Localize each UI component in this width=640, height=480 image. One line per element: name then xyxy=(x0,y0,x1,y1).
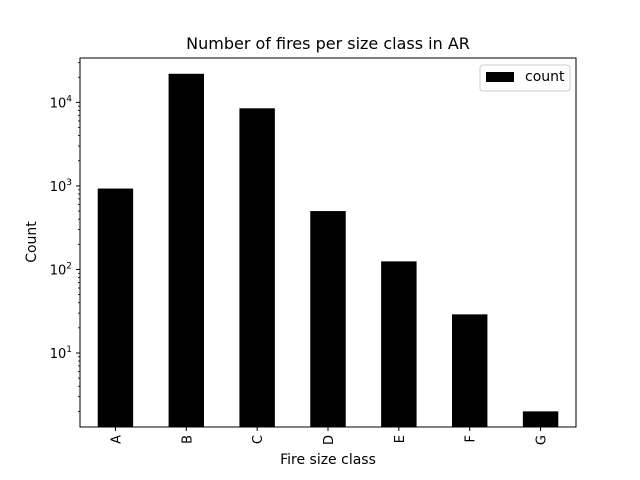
x-axis-label: Fire size class xyxy=(280,452,376,468)
y-axis: 101 102 103 104 xyxy=(50,62,80,412)
x-tick-label-b: B xyxy=(180,435,195,444)
bar-d xyxy=(310,211,346,427)
x-axis: A B C D E F G xyxy=(109,427,550,445)
chart-title: Number of fires per size class in AR xyxy=(186,34,470,53)
x-tick-label-c: C xyxy=(251,435,266,444)
plot-frame xyxy=(79,57,577,428)
legend-label: count xyxy=(525,69,565,85)
x-tick-label-a: A xyxy=(109,435,124,444)
x-tick-label-e: E xyxy=(393,435,408,443)
bars xyxy=(97,73,559,428)
bar-b xyxy=(168,73,204,428)
bar-g xyxy=(522,411,559,427)
bar-f xyxy=(452,314,488,427)
bar-a xyxy=(97,188,134,427)
legend-swatch xyxy=(486,72,514,82)
bar-c xyxy=(239,108,275,427)
x-tick-label-g: G xyxy=(535,435,550,445)
legend-box xyxy=(479,64,571,92)
bar-e xyxy=(381,261,417,427)
plot-area: 101 102 103 104 A B C D E F G xyxy=(50,57,577,445)
y-tick-label: 103 xyxy=(50,178,72,195)
x-tick-label-d: D xyxy=(322,435,337,445)
y-tick-label: 101 xyxy=(50,345,72,362)
y-tick-label: 104 xyxy=(50,94,73,111)
x-tick-label-f: F xyxy=(464,435,479,442)
y-tick-label: 102 xyxy=(50,261,72,278)
legend: count xyxy=(479,64,571,92)
y-axis-label: Count xyxy=(24,221,40,263)
